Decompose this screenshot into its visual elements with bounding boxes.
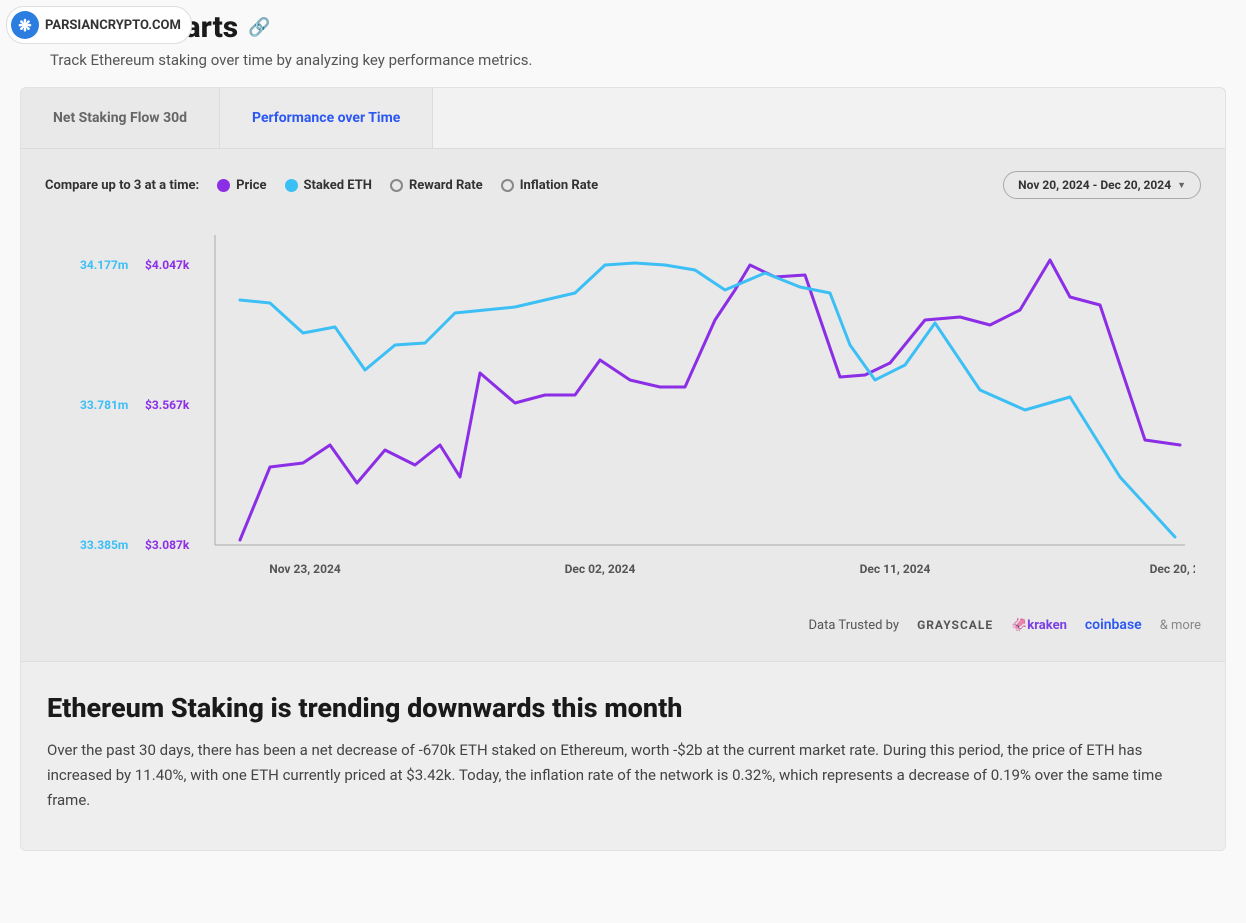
badge-text: PARSIANCRYPTO.COM xyxy=(45,18,181,33)
summary-body: Over the past 30 days, there has been a … xyxy=(47,738,1199,812)
trusted-label: Data Trusted by xyxy=(809,618,900,633)
link-icon[interactable]: 🔗 xyxy=(248,17,270,38)
svg-text:Dec 02, 2024: Dec 02, 2024 xyxy=(565,562,636,576)
summary-section: Ethereum Staking is trending downwards t… xyxy=(21,661,1225,850)
ring-icon xyxy=(501,179,514,192)
legend-reward-rate[interactable]: Reward Rate xyxy=(390,178,483,193)
svg-text:$3.567k: $3.567k xyxy=(145,398,190,412)
trusted-by-row: Data Trusted by GRAYSCALE 🦑kraken coinba… xyxy=(45,617,1201,633)
chart-panel: Net Staking Flow 30d Performance over Ti… xyxy=(20,87,1226,851)
page-subtitle: Track Ethereum staking over time by anal… xyxy=(50,51,1226,69)
chart-svg: 34.177m $4.047k 33.781m $3.567k 33.385m $3.08… xyxy=(45,215,1201,599)
brand-coinbase[interactable]: coinbase xyxy=(1085,617,1142,633)
brand-grayscale[interactable]: GRAYSCALE xyxy=(917,618,993,632)
legend-staked-eth[interactable]: Staked ETH xyxy=(285,178,372,193)
tabs-spacer xyxy=(433,88,1225,148)
svg-text:Dec 11, 2024: Dec 11, 2024 xyxy=(860,562,931,576)
svg-text:33.781m: 33.781m xyxy=(80,398,128,412)
dot-icon xyxy=(217,179,230,192)
svg-text:34.177m: 34.177m xyxy=(80,258,128,272)
legend-row: Compare up to 3 at a time: Price Staked … xyxy=(45,171,1201,199)
tab-net-staking[interactable]: Net Staking Flow 30d xyxy=(21,88,220,148)
svg-text:$4.047k: $4.047k xyxy=(145,258,190,272)
tree-icon: ❋ xyxy=(11,11,39,39)
svg-text:Dec 20, 2024: Dec 20, 2024 xyxy=(1150,562,1195,576)
chart-area: Compare up to 3 at a time: Price Staked … xyxy=(21,149,1225,661)
trusted-more[interactable]: & more xyxy=(1160,618,1201,633)
tab-performance[interactable]: Performance over Time xyxy=(220,88,433,148)
brand-kraken[interactable]: 🦑kraken xyxy=(1011,618,1067,633)
svg-text:33.385m: 33.385m xyxy=(80,538,128,552)
chevron-down-icon: ▼ xyxy=(1177,180,1186,191)
svg-text:$3.087k: $3.087k xyxy=(145,538,190,552)
dot-icon xyxy=(285,179,298,192)
site-badge[interactable]: ❋ PARSIANCRYPTO.COM xyxy=(6,6,192,44)
ring-icon xyxy=(390,179,403,192)
legend-price[interactable]: Price xyxy=(217,178,266,193)
svg-text:Nov 23, 2024: Nov 23, 2024 xyxy=(269,562,341,576)
compare-label: Compare up to 3 at a time: xyxy=(45,178,199,193)
legend-inflation-rate[interactable]: Inflation Rate xyxy=(501,178,598,193)
date-range-picker[interactable]: Nov 20, 2024 - Dec 20, 2024 ▼ xyxy=(1003,171,1201,199)
tabs: Net Staking Flow 30d Performance over Ti… xyxy=(21,88,1225,149)
summary-heading: Ethereum Staking is trending downwards t… xyxy=(47,692,1199,724)
